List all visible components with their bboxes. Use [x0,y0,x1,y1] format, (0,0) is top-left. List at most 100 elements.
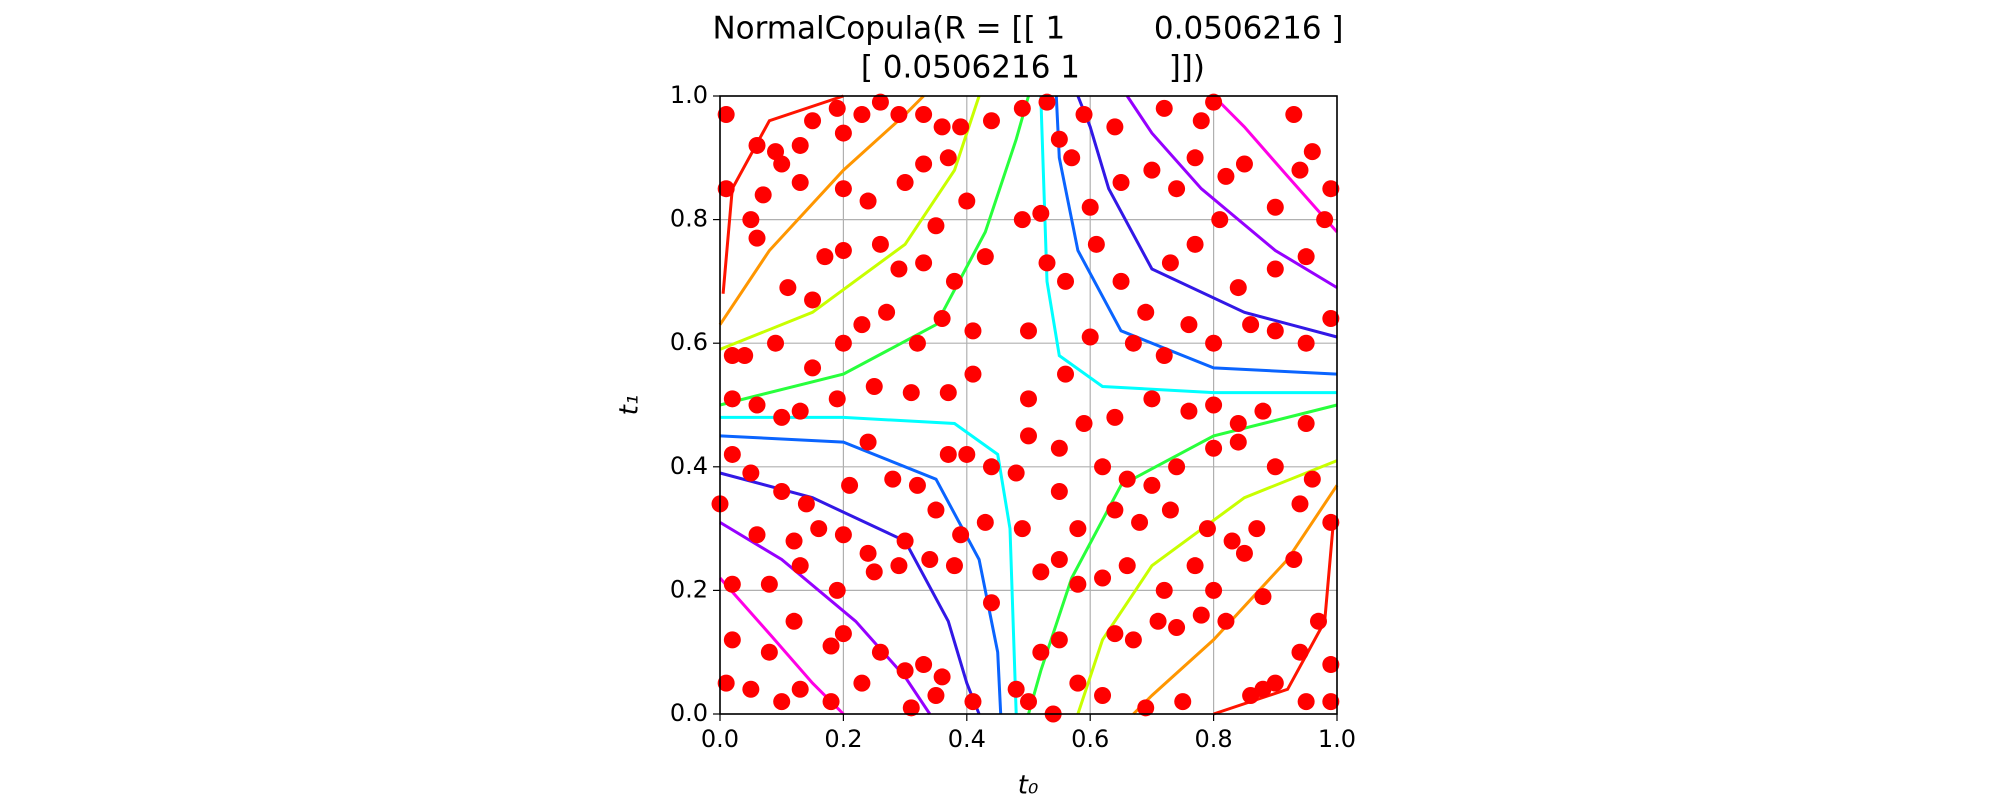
scatter-point [779,279,797,297]
scatter-point [1143,476,1161,494]
scatter-point [1137,303,1155,321]
scatter-point [1050,551,1068,568]
scatter-point [1106,501,1124,519]
scatter-point [1211,211,1229,229]
scatter-point [1285,551,1303,568]
scatter-point [723,631,741,649]
scatter-point [1087,235,1105,253]
scatter-point [1013,99,1031,117]
scatter-point [1032,204,1050,222]
scatter-point [1143,390,1161,408]
scatter-point [1192,112,1210,130]
scatter-point [1291,495,1309,513]
scatter-point [871,235,889,253]
scatter-point [1322,656,1340,674]
scatter-point [1124,631,1142,649]
scatter-point [1291,161,1309,179]
scatter-point [878,303,896,321]
scatter-point [1038,93,1056,111]
scatter-point [964,322,982,340]
scatter-point [1118,557,1136,575]
plot-frame [719,95,1338,715]
scatter-point [1186,235,1204,253]
scatter-point [723,390,741,408]
y-tick-label: 0.0 [670,699,708,727]
scatter-point [791,174,809,192]
scatter-point [773,408,791,426]
scatter-point [915,656,933,674]
scatter-point [1050,483,1068,501]
contour-line [719,95,1338,715]
scatter-point [1180,316,1198,334]
x-tick-label: 0.4 [948,725,986,753]
scatter-point [859,544,877,562]
scatter-point [1007,680,1025,698]
scatter-point [1057,272,1075,290]
scatter-point [1168,458,1186,476]
scatter-point [1223,532,1241,550]
scatter-point [1081,198,1099,216]
x-tick-label: 1.0 [1318,725,1356,753]
scatter-point [939,149,957,167]
scatter-point [804,291,822,309]
scatter-point [927,501,945,519]
scatter-point [939,445,957,463]
scatter-point [958,192,976,210]
scatter-point [785,532,803,550]
scatter-point [828,581,846,599]
scatter-point [1137,699,1155,717]
scatter-point [1322,513,1340,531]
scatter-point [1217,612,1235,630]
scatter-point [1020,693,1037,711]
scatter-point [1266,322,1284,340]
scatter-point [1075,106,1093,124]
scatter-point [822,693,840,711]
scatter-point [1254,680,1272,698]
scatter-point [760,643,778,661]
scatter-point [1168,180,1186,198]
scatter-point [1155,99,1173,117]
scatter-point [1254,588,1272,606]
scatter-point [1205,581,1223,599]
scatter-point [1316,211,1334,229]
scatter-point [1297,415,1315,433]
scatter-point [1297,693,1315,711]
scatter-point [1069,674,1087,692]
scatter-point [1007,464,1025,482]
scatter-point [834,180,852,198]
scatter-point [1032,643,1050,661]
y-tick-label: 0.6 [670,328,708,356]
scatter-point [1248,520,1266,538]
scatter-point [1303,470,1321,488]
scatter-point [748,396,766,414]
scatter-point [1266,260,1284,278]
scatter-point [927,217,945,235]
scatter-point [1112,272,1130,290]
scatter-point [760,575,778,593]
scatter-point [773,693,791,711]
scatter-point [1106,408,1124,426]
scatter-point [853,316,871,334]
scatter-point [834,124,852,142]
scatter-point [810,520,828,538]
scatter-point [1050,439,1068,457]
contour-line [719,95,1338,715]
scatter-point [890,260,908,278]
scatter-point [816,248,834,266]
scatter-point [1032,563,1050,581]
scatter-point [1297,334,1315,352]
scatter-point [1205,334,1223,352]
scatter-point [902,384,920,402]
scatter-point [1168,618,1186,636]
x-tick-label: 0.8 [1195,725,1233,753]
scatter-point [748,526,766,544]
scatter-point [865,563,883,581]
scatter-point [828,99,846,117]
scatter-point [1186,557,1204,575]
scatter-point [896,174,914,192]
scatter-point [791,680,809,698]
scatter-point [902,699,920,717]
scatter-point [791,402,809,420]
scatter-point [1242,316,1260,334]
scatter-point [1235,544,1253,562]
